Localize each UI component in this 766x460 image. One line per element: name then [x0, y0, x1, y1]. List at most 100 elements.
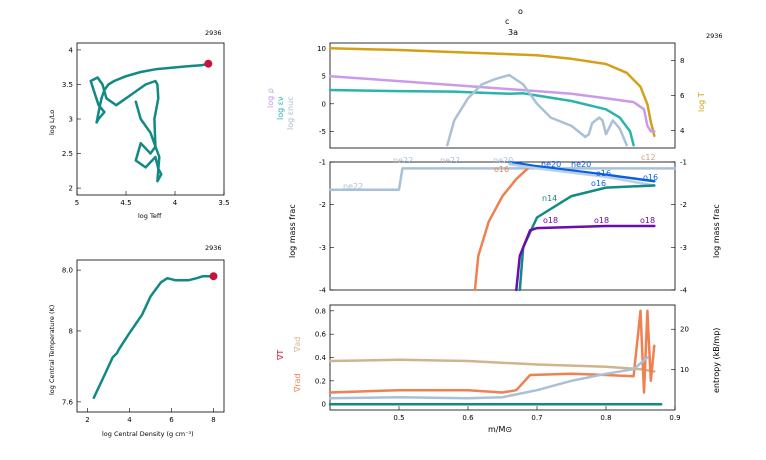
hr-track-0 [100, 62, 210, 100]
ab-y-tick-label: -2 [319, 201, 326, 209]
profile-line-2 [328, 88, 635, 147]
species-label: n14 [542, 194, 557, 203]
profile-label-epsnu: log εν [276, 96, 285, 120]
core-y-tick-label: 7.6 [62, 398, 74, 406]
core-x-tick-label: 6 [169, 416, 174, 424]
profile-model: 2936 [706, 32, 723, 40]
hr-y-tick-label: 2.5 [62, 150, 73, 158]
abund-line-4 [518, 184, 656, 292]
abund-ylabel-right: log mass frac [712, 204, 721, 258]
mix-line-1 [328, 309, 656, 394]
profile-line-0 [328, 47, 656, 138]
mix-label-gradad: ∇ad [293, 337, 302, 353]
mix-label-gradrad: ∇rad [293, 373, 302, 393]
ab-y2-tick-label: -3 [680, 244, 687, 252]
ab-y2-tick-label: -1 [680, 159, 687, 167]
mix-x-tick-label: 0.5 [393, 414, 404, 422]
abund-line-3 [508, 162, 656, 187]
hr-xlabel: log Teff [138, 212, 162, 220]
core-model: 2936 [205, 244, 222, 252]
mix-y-tick-label: 0.8 [315, 307, 326, 315]
species-label: ne20 [571, 160, 591, 169]
mix-label-gradT: ∇T [276, 350, 285, 361]
prof-y-tick-label: 5 [322, 73, 326, 81]
hr-y-tick-label: 2 [69, 185, 73, 193]
hr-x-tick-label: 5 [75, 199, 79, 207]
hr-x-tick-label: 3.5 [218, 199, 229, 207]
mix-ylabel-right: entropy (kB/mp) [712, 328, 721, 393]
prof-y2-tick-label: 8 [680, 57, 684, 65]
ab-y2-tick-label: -4 [680, 287, 688, 295]
prof-y2-tick-label: 4 [680, 127, 685, 135]
mix-x-tick-label: 0.9 [669, 414, 680, 422]
species-label: o16 [494, 165, 509, 174]
profile-panel: 2936 10 5 0 -5 8 6 4 log ρ log εν log εnuc log… [266, 32, 723, 149]
profile-line-1 [328, 74, 656, 133]
abund-panel: -1 -2 -3 -4 -1 -2 -3 -4 log mass frac log mass … [288, 153, 721, 295]
mix-frame [329, 304, 676, 411]
species-label: o16 [591, 179, 606, 188]
abund-frame [329, 161, 676, 291]
abund-line-2 [508, 160, 656, 183]
hr-panel: 2936 5 4.5 4 3.5 4 3.5 3 2.5 2 log Teff log L/Lo [48, 29, 230, 220]
core-y-tick-label: 8 [69, 327, 73, 335]
title-mid: 3a [508, 28, 518, 37]
mix-y-tick-label: 0.2 [315, 377, 326, 385]
ab-y2-tick-label: -2 [680, 201, 687, 209]
profile-frame [329, 42, 676, 149]
title-sup: o [518, 7, 523, 16]
prof-y2-tick-label: 6 [680, 92, 685, 100]
mix-y2-tick-label: 10 [680, 366, 689, 374]
ab-y-tick-label: -1 [319, 159, 326, 167]
core-x-tick-label: 8 [211, 416, 215, 424]
species-label: c12 [641, 153, 656, 162]
mix-y2-tick-label: 20 [680, 326, 689, 334]
prof-y-tick-label: 0 [322, 100, 326, 108]
mix-line-2 [328, 356, 649, 400]
hr-ylabel: log L/Lo [48, 110, 56, 135]
species-label: o18 [594, 216, 609, 225]
title-top: c [505, 17, 509, 26]
profile-label-logrho: log ρ [266, 88, 275, 108]
core-x-tick-label: 2 [85, 416, 89, 424]
abund-line-1 [473, 165, 532, 292]
core-track-0 [92, 274, 215, 400]
profile-label-logT: log T [697, 92, 706, 112]
prof-y-tick-label: 10 [317, 45, 326, 53]
abund-ylabel-left: log mass frac [288, 204, 297, 258]
species-label: o18 [543, 216, 558, 225]
mix-y-tick-label: 0.6 [315, 331, 327, 339]
hr-x-tick-label: 4.5 [120, 199, 131, 207]
species-label: ne22 [440, 156, 460, 165]
hr-x-tick-label: 4 [173, 199, 178, 207]
species-label: ne20 [493, 156, 513, 165]
mix-x-tick-label: 0.8 [600, 414, 611, 422]
hr-y-tick-label: 3.5 [62, 81, 73, 89]
profile-line-3 [446, 73, 628, 147]
hr-y-tick-label: 4 [69, 46, 74, 54]
hr-track-1 [89, 76, 163, 183]
core-ylabel: log Central Temperature (K) [48, 305, 56, 395]
mix-y-tick-label: 0 [322, 401, 326, 409]
hr-model: 2936 [205, 29, 222, 37]
species-label: o16 [596, 169, 611, 178]
prof-y-tick-label: -5 [319, 128, 326, 136]
core-current-marker [209, 272, 218, 281]
core-y-tick-label: 8.0 [62, 267, 73, 275]
mix-y-tick-label: 0.4 [315, 354, 327, 362]
profile-label-epsnuc: log εnuc [286, 96, 295, 130]
ab-y-tick-label: -4 [319, 287, 327, 295]
abund-line-5 [515, 224, 656, 292]
mix-x-tick-label: 0.6 [462, 414, 474, 422]
species-label: ne22 [393, 156, 413, 165]
hr-y-tick-label: 3 [69, 116, 73, 124]
ab-y-tick-label: -3 [319, 244, 326, 252]
hr-current-marker [204, 59, 213, 68]
species-label: ne22 [343, 182, 363, 191]
mix-xlabel: m/M⊙ [488, 425, 512, 434]
core-xlabel: log Central Density (g cm⁻³) [102, 430, 194, 438]
mix-line-0 [328, 358, 656, 373]
